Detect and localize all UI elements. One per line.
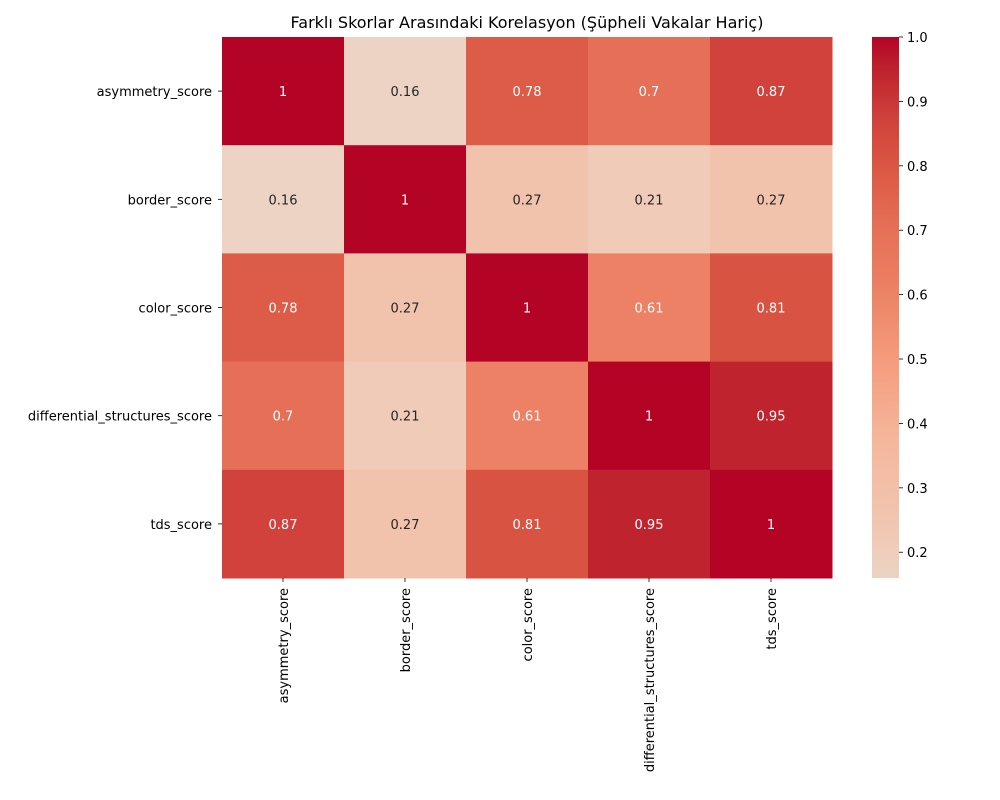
y-tick-label: tds_score xyxy=(150,518,212,533)
heatmap-cell xyxy=(588,361,711,471)
heatmap-cell xyxy=(466,37,589,146)
cell-annotation: 0.21 xyxy=(391,410,420,425)
colorbar-tick-label: 0.3 xyxy=(907,482,928,497)
colorbar-tick-label: 0.6 xyxy=(907,289,928,304)
heatmap-cell xyxy=(466,361,589,471)
cell-annotation: 0.27 xyxy=(391,302,420,317)
cell-annotation: 1 xyxy=(645,410,653,425)
chart-title: Farklı Skorlar Arasındaki Korelasyon (Şü… xyxy=(291,13,764,32)
heatmap-cell xyxy=(222,37,345,146)
heatmap-cell xyxy=(344,469,467,579)
heatmap-cell xyxy=(710,253,833,363)
cell-annotation: 0.87 xyxy=(269,518,298,533)
heatmap-cells: 1 0.16 0.78 0.7 0.87 0.16 1 0.27 0.21 0.27 0.78 0.2… xyxy=(222,37,833,579)
heatmap-cell xyxy=(222,361,345,471)
y-tick-label: differential_structures_score xyxy=(28,410,212,425)
heatmap-cell xyxy=(710,469,833,579)
colorbar-tick-label: 1.0 xyxy=(907,31,928,46)
cell-annotation: 1 xyxy=(279,85,287,100)
heatmap-cell xyxy=(588,469,711,579)
cell-annotation: 0.21 xyxy=(635,193,664,208)
cell-annotation: 0.16 xyxy=(391,85,420,100)
cell-annotation: 0.81 xyxy=(513,518,542,533)
cell-annotation: 0.95 xyxy=(635,518,664,533)
colorbar-tick-label: 0.9 xyxy=(907,95,928,110)
heatmap-cell xyxy=(588,37,711,146)
heatmap-cell xyxy=(466,469,589,579)
y-tick-label: asymmetry_score xyxy=(97,85,212,100)
y-tick-labels: asymmetry_score border_score color_scoredi… xyxy=(28,85,222,533)
cell-annotation: 0.7 xyxy=(639,85,660,100)
heatmap-cell xyxy=(222,145,345,254)
cell-annotation: 0.78 xyxy=(269,302,298,317)
cell-annotation: 0.95 xyxy=(757,410,786,425)
x-tick-label: border_score xyxy=(399,588,414,672)
x-tick-label: tds_score xyxy=(765,588,780,650)
heatmap-cell xyxy=(344,145,467,254)
heatmap-cell xyxy=(222,469,345,579)
cell-annotation: 0.16 xyxy=(269,193,298,208)
y-tick-label: color_score xyxy=(139,302,212,317)
cell-annotation: 0.61 xyxy=(513,410,542,425)
x-tick-label: color_score xyxy=(521,588,536,661)
heatmap-cell xyxy=(710,145,833,254)
cell-annotation: 0.61 xyxy=(635,302,664,317)
heatmap-cell xyxy=(710,361,833,471)
heatmap-cell xyxy=(588,253,711,363)
heatmap-cell xyxy=(466,253,589,363)
cell-annotation: 0.87 xyxy=(757,85,786,100)
heatmap-cell xyxy=(710,37,833,146)
colorbar-tick-label: 0.5 xyxy=(907,353,928,368)
y-tick-label: border_score xyxy=(128,193,212,208)
colorbar-tick-label: 0.2 xyxy=(907,546,928,561)
colorbar-tick-label: 0.8 xyxy=(907,160,928,175)
x-tick-label: asymmetry_score xyxy=(277,588,292,703)
cell-annotation: 1 xyxy=(767,518,775,533)
heatmap-cell xyxy=(466,145,589,254)
colorbar-tick-label: 0.7 xyxy=(907,224,928,239)
heatmap-cell xyxy=(344,37,467,146)
cell-annotation: 0.78 xyxy=(513,85,542,100)
x-tick-labels: asymmetry_score border_score color_score di… xyxy=(277,578,780,772)
cell-annotation: 0.81 xyxy=(757,302,786,317)
x-tick-label: differential_structures_score xyxy=(643,588,658,772)
heatmap-cell xyxy=(344,361,467,471)
cell-annotation: 1 xyxy=(401,193,409,208)
colorbar: 0.2 0.3 0.4 0.5 0.6 0.7 0.8 0.9 1.0 xyxy=(872,31,928,578)
heatmap-cell xyxy=(222,253,345,363)
cell-annotation: 0.27 xyxy=(757,193,786,208)
colorbar-tick-label: 0.4 xyxy=(907,417,928,432)
heatmap-cell xyxy=(344,253,467,363)
heatmap-cell xyxy=(588,145,711,254)
cell-annotation: 0.27 xyxy=(391,518,420,533)
cell-annotation: 1 xyxy=(523,302,531,317)
colorbar-gradient xyxy=(872,37,899,578)
cell-annotation: 0.27 xyxy=(513,193,542,208)
cell-annotation: 0.7 xyxy=(273,410,294,425)
